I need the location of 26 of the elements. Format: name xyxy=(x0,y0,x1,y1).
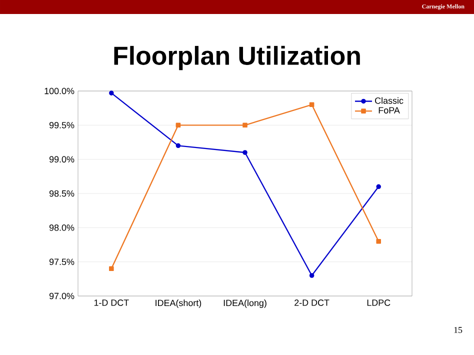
point xyxy=(242,122,248,128)
legend-label: Classic xyxy=(375,97,404,104)
y-tick-label: 98.5% xyxy=(49,190,74,197)
point xyxy=(109,266,114,272)
chart-title: Floorplan Utilization xyxy=(114,46,360,70)
point xyxy=(109,90,114,96)
point xyxy=(242,150,248,155)
y-tick-label: 99.0% xyxy=(49,156,74,163)
point xyxy=(176,122,181,128)
point xyxy=(309,273,314,278)
y-tick-label: 97.5% xyxy=(49,258,74,266)
point xyxy=(376,238,382,244)
legend-label: FoPA xyxy=(378,107,400,114)
y-tick-label: 100.0% xyxy=(44,88,74,94)
x-tick-label: 2-D DCT xyxy=(294,300,330,306)
point xyxy=(376,184,382,190)
y-tick-label: 97.0% xyxy=(49,292,74,300)
y-tick-label: 98.0% xyxy=(49,224,74,231)
text: 15 xyxy=(454,326,462,334)
point xyxy=(176,143,181,148)
y-tick-label: 99.5% xyxy=(49,122,74,128)
x-tick-label: IDEA(long) xyxy=(224,300,266,308)
point xyxy=(309,102,314,108)
x-tick-label: IDEA(short) xyxy=(156,300,202,308)
x-tick-label: 1-D DCT xyxy=(94,300,129,306)
x-tick-label: LDPC xyxy=(367,300,390,306)
